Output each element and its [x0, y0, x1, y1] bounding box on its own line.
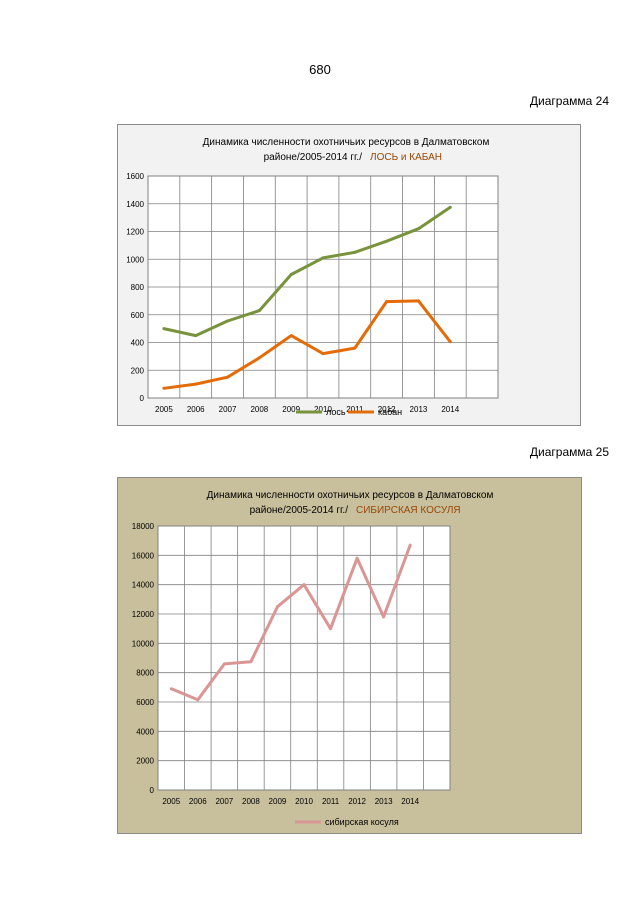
- c2-x-tick-label: 2007: [215, 797, 233, 806]
- c2-x-tick-label: 2013: [375, 797, 393, 806]
- c2-data-point: [355, 556, 359, 560]
- c2-plot-area: [157, 525, 451, 791]
- c2-title-accent: СИБИРСКАЯ КОСУЛЯ: [356, 505, 461, 516]
- c2-x-tick-label: 2005: [162, 797, 180, 806]
- c2-data-point: [302, 583, 306, 587]
- c2-y-tick-label: 8000: [136, 669, 154, 678]
- c2-x-tick-label: 2011: [322, 797, 340, 806]
- c1-y-tick-label: 1400: [126, 200, 144, 209]
- c1-x-tick-label: 2005: [155, 405, 173, 414]
- c2-data-point: [329, 627, 333, 631]
- c1-y-tick-label: 1600: [126, 172, 144, 181]
- c1-x-tick-label: 2009: [282, 405, 300, 414]
- c1-y-tick-label: 1200: [126, 228, 144, 237]
- c1-x-tick-label: 2007: [219, 405, 237, 414]
- c2-data-point: [275, 605, 279, 609]
- c1-data-point: [194, 334, 198, 338]
- c2-x-tick-label: 2012: [348, 797, 366, 806]
- diagram-24-caption: Диаграмма 24: [529, 94, 609, 108]
- c1-x-tick-label: 2010: [314, 405, 332, 414]
- c1-data-point: [321, 352, 325, 356]
- c1-data-point: [289, 273, 293, 277]
- c1-title-line2: районе/2005-2014 гг./: [264, 152, 363, 163]
- chart-roe-deer: 0 2000 4000 6000 8000 10000 12000 14000 16000 180…: [117, 477, 582, 834]
- c1-x-tick-label: 2013: [410, 405, 428, 414]
- chart-moose-boar-svg: 0 200 400 600 800 1000 1200 1400 1600 2005 2006 200…: [126, 137, 499, 417]
- chart-moose-boar: 0 200 400 600 800 1000 1200 1400 1600 2005 2006 200…: [117, 124, 581, 426]
- c2-y-tick-label: 6000: [136, 698, 154, 707]
- c1-data-point: [448, 340, 452, 344]
- c2-y-tick-label: 0: [150, 786, 155, 795]
- page-number: 680: [309, 62, 331, 77]
- c2-series-line-0: [170, 544, 412, 702]
- c1-data-point: [289, 334, 293, 338]
- c1-data-point: [416, 227, 420, 231]
- c2-data-point: [222, 662, 226, 666]
- c1-data-point: [162, 386, 166, 390]
- c1-legend-label-0: лось: [326, 407, 346, 417]
- c1-data-point: [416, 299, 420, 303]
- chart-roe-deer-svg: 0 2000 4000 6000 8000 10000 12000 14000 16000 180…: [132, 490, 494, 827]
- c1-x-tick-label: 2008: [250, 405, 268, 414]
- c1-data-point: [257, 309, 261, 313]
- c2-x-tick-label: 2006: [189, 797, 207, 806]
- c1-data-point: [226, 319, 230, 323]
- c2-data-point: [169, 687, 173, 691]
- c2-x-tick-label: 2009: [269, 797, 287, 806]
- c1-data-point: [353, 346, 357, 350]
- c1-x-tick-label: 2006: [187, 405, 205, 414]
- c2-legend-label-0: сибирская косуля: [325, 817, 399, 827]
- c2-title-line1: Динамика численности охотничьих ресурсов…: [207, 490, 494, 501]
- c1-title-line1: Динамика численности охотничьих ресурсов…: [203, 137, 490, 148]
- c2-y-tick-label: 12000: [132, 610, 155, 619]
- c1-x-tick-label: 2014: [441, 405, 459, 414]
- c1-y-tick-label: 800: [131, 283, 145, 292]
- c1-y-tick-label: 400: [131, 339, 145, 348]
- c2-y-tick-label: 10000: [132, 639, 155, 648]
- c2-x-tick-label: 2010: [295, 797, 313, 806]
- c2-x-tick-label: 2008: [242, 797, 260, 806]
- c1-data-point: [448, 205, 452, 209]
- c2-data-point: [408, 543, 412, 547]
- c1-legend-label-1: кабан: [378, 407, 402, 417]
- c2-data-point: [249, 660, 253, 664]
- c1-title-accent: ЛОСЬ и КАБАН: [370, 152, 442, 163]
- c2-title-line2: районе/2005-2014 гг./: [250, 505, 349, 516]
- c2-data-point: [382, 615, 386, 619]
- diagram-25-caption: Диаграмма 25: [529, 445, 609, 459]
- c1-series-line-1: [163, 299, 452, 390]
- c1-data-point: [385, 239, 389, 243]
- c1-data-point: [162, 327, 166, 331]
- c2-y-tick-label: 16000: [132, 551, 155, 560]
- c1-y-tick-label: 600: [131, 311, 145, 320]
- c2-y-tick-label: 18000: [132, 522, 155, 531]
- c1-data-point: [226, 375, 230, 379]
- c2-y-tick-label: 14000: [132, 581, 155, 590]
- c2-x-tick-label: 2014: [401, 797, 419, 806]
- c1-y-tick-label: 0: [140, 394, 145, 403]
- c1-data-point: [353, 250, 357, 254]
- c1-x-tick-label: 2011: [346, 405, 364, 414]
- c1-data-point: [385, 300, 389, 304]
- c1-y-tick-label: 200: [131, 366, 145, 375]
- c1-data-point: [321, 256, 325, 260]
- c1-y-tick-label: 1000: [126, 255, 144, 264]
- c2-y-tick-label: 2000: [136, 757, 154, 766]
- c1-series-line-0: [163, 205, 452, 338]
- c1-x-tick-label: 2012: [378, 405, 396, 414]
- c1-data-point: [194, 382, 198, 386]
- c2-data-point: [196, 698, 200, 702]
- c1-data-point: [257, 356, 261, 360]
- c2-y-tick-label: 4000: [136, 727, 154, 736]
